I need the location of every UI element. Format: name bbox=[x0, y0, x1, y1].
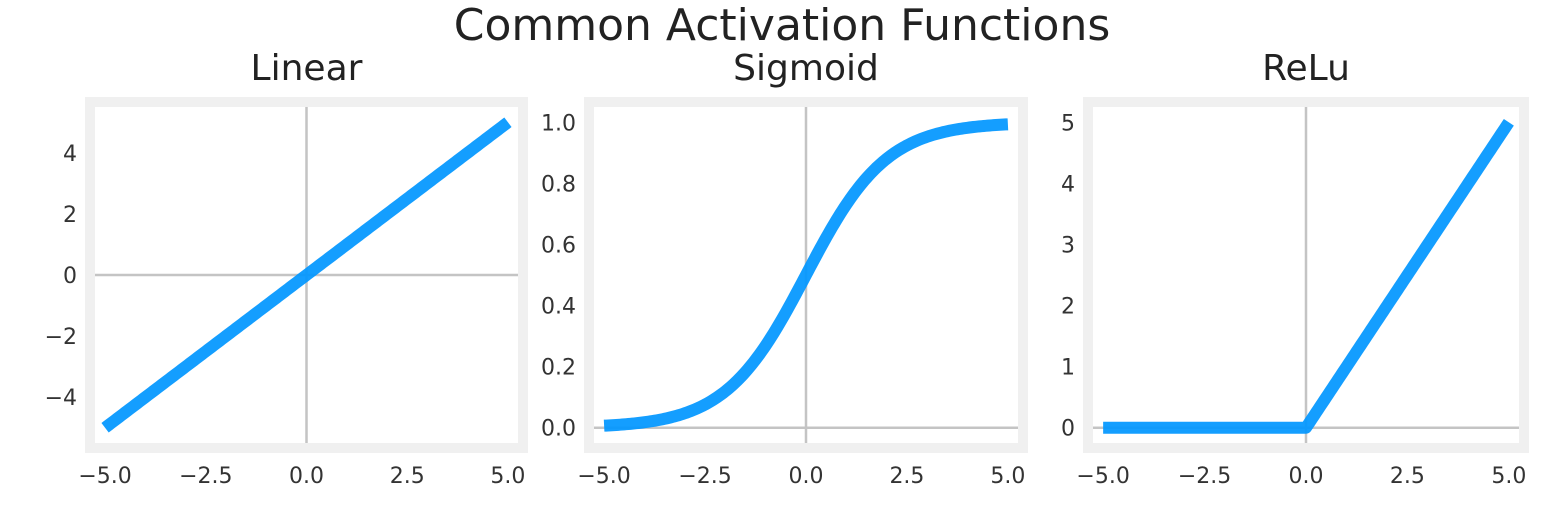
panel-title: Sigmoid bbox=[733, 48, 879, 89]
y-tick-label: 3 bbox=[1061, 233, 1075, 258]
y-tick-label: −4 bbox=[45, 386, 77, 411]
y-tick-label: 0.4 bbox=[541, 295, 576, 320]
x-tick-label: 2.5 bbox=[889, 464, 924, 489]
x-tick-label: 5.0 bbox=[1491, 464, 1526, 489]
x-tick-label: −2.5 bbox=[1178, 464, 1231, 489]
y-tick-label: 2 bbox=[63, 203, 77, 228]
series-line-sigmoid bbox=[600, 118, 1012, 432]
panel-title: Linear bbox=[251, 48, 363, 89]
y-tick-label: 2 bbox=[1061, 295, 1075, 320]
y-tick-label: 5 bbox=[1061, 111, 1075, 136]
y-tick-label: 4 bbox=[63, 142, 77, 167]
panel-sigmoid: Sigmoid −5.0 −2.5 0.0 2.5 5.0 0.0 0.2 0.4 0.6 0.8 1… bbox=[541, 48, 1028, 489]
y-tick-label: 0 bbox=[63, 264, 77, 289]
series-line-linear bbox=[101, 117, 512, 433]
y-tick-label: 0.2 bbox=[541, 356, 576, 381]
x-tick-label: −2.5 bbox=[678, 464, 731, 489]
x-tick-label: 0.0 bbox=[789, 464, 824, 489]
y-tick-label: −2 bbox=[45, 325, 77, 350]
panel-relu: ReLu −5.0 −2.5 0.0 2.5 5.0 0 1 2 3 4 5 bbox=[1061, 48, 1529, 489]
figure-title: Common Activation Functions bbox=[454, 0, 1111, 51]
x-tick-label: 0.0 bbox=[1289, 464, 1324, 489]
x-tick-label: 2.5 bbox=[1390, 464, 1425, 489]
panel-title: ReLu bbox=[1262, 48, 1350, 89]
y-tick-label: 4 bbox=[1061, 172, 1075, 197]
x-tick-label: −5.0 bbox=[78, 464, 131, 489]
y-tick-label: 0.0 bbox=[541, 417, 576, 442]
x-tick-label: 2.5 bbox=[390, 464, 425, 489]
x-tick-label: −5.0 bbox=[577, 464, 630, 489]
x-tick-label: 5.0 bbox=[990, 464, 1025, 489]
x-tick-label: −5.0 bbox=[1076, 464, 1129, 489]
y-tick-label: 0.6 bbox=[541, 233, 576, 258]
x-tick-label: 0.0 bbox=[289, 464, 324, 489]
y-tick-label: 1 bbox=[1061, 356, 1075, 381]
y-tick-label: 0 bbox=[1061, 417, 1075, 442]
y-tick-label: 1.0 bbox=[541, 111, 576, 136]
panels: Linear −5.0 −2.5 0.0 2.5 5.0 −4 −2 0 2 4 Sigmoid −5.… bbox=[45, 48, 1529, 489]
series-line-relu bbox=[1099, 118, 1514, 434]
y-tick-label: 0.8 bbox=[541, 172, 576, 197]
x-tick-label: −2.5 bbox=[179, 464, 232, 489]
x-tick-label: 5.0 bbox=[490, 464, 525, 489]
panel-linear: Linear −5.0 −2.5 0.0 2.5 5.0 −4 −2 0 2 4 bbox=[45, 48, 528, 489]
